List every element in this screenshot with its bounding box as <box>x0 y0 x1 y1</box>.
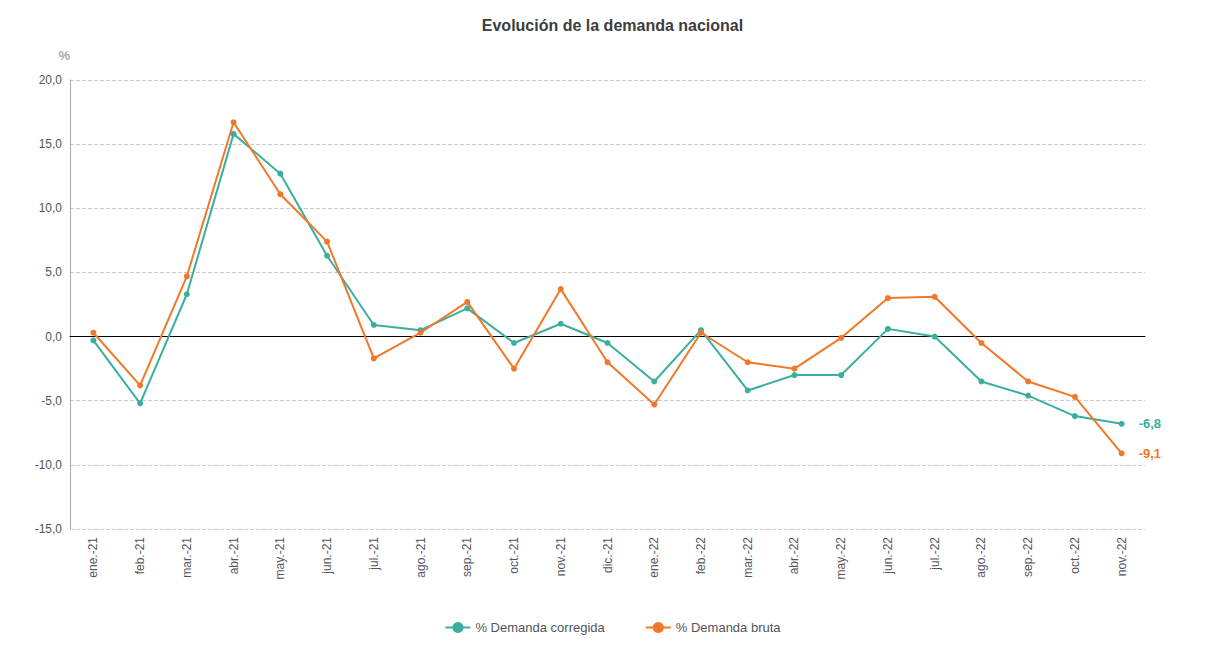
svg-text:ago.-22: ago.-22 <box>974 537 988 578</box>
svg-text:%: % <box>58 48 70 63</box>
svg-text:% Demanda bruta: % Demanda bruta <box>676 620 782 635</box>
svg-text:15,0: 15,0 <box>39 137 63 151</box>
svg-text:-5,0: -5,0 <box>41 394 62 408</box>
svg-text:mar.-21: mar.-21 <box>180 537 194 578</box>
svg-text:jul.-21: jul.-21 <box>367 537 381 571</box>
svg-text:nov.-22: nov.-22 <box>1115 537 1129 576</box>
svg-text:sep.-22: sep.-22 <box>1021 537 1035 577</box>
svg-text:feb.-21: feb.-21 <box>133 537 147 575</box>
svg-text:-9,1: -9,1 <box>1139 446 1161 461</box>
svg-text:oct.-21: oct.-21 <box>507 537 521 574</box>
svg-text:% Demanda corregida: % Demanda corregida <box>475 620 605 635</box>
svg-text:0,0: 0,0 <box>45 330 62 344</box>
svg-text:10,0: 10,0 <box>39 201 63 215</box>
svg-text:dic.-21: dic.-21 <box>601 537 615 573</box>
svg-text:may.-22: may.-22 <box>834 537 848 580</box>
svg-text:-10,0: -10,0 <box>35 458 63 472</box>
svg-text:jun.-21: jun.-21 <box>320 537 334 575</box>
svg-text:nov.-21: nov.-21 <box>554 537 568 576</box>
svg-text:-15,0: -15,0 <box>35 522 63 536</box>
svg-text:jul.-22: jul.-22 <box>928 537 942 571</box>
svg-text:mar.-22: mar.-22 <box>741 537 755 578</box>
svg-text:feb.-22: feb.-22 <box>694 537 708 575</box>
svg-text:5,0: 5,0 <box>45 265 62 279</box>
svg-text:ene.-21: ene.-21 <box>86 537 100 578</box>
svg-text:may.-21: may.-21 <box>273 537 287 580</box>
svg-text:oct.-22: oct.-22 <box>1068 537 1082 574</box>
svg-text:-6,8: -6,8 <box>1139 416 1161 431</box>
svg-text:sep.-21: sep.-21 <box>460 537 474 577</box>
svg-text:ago.-21: ago.-21 <box>414 537 428 578</box>
svg-text:20,0: 20,0 <box>39 73 63 87</box>
svg-text:abr.-21: abr.-21 <box>227 537 241 575</box>
svg-text:abr.-22: abr.-22 <box>787 537 801 575</box>
svg-text:jun.-22: jun.-22 <box>881 537 895 575</box>
svg-text:Evolución de la demanda nacion: Evolución de la demanda nacional <box>482 17 743 34</box>
svg-text:ene.-22: ene.-22 <box>647 537 661 578</box>
